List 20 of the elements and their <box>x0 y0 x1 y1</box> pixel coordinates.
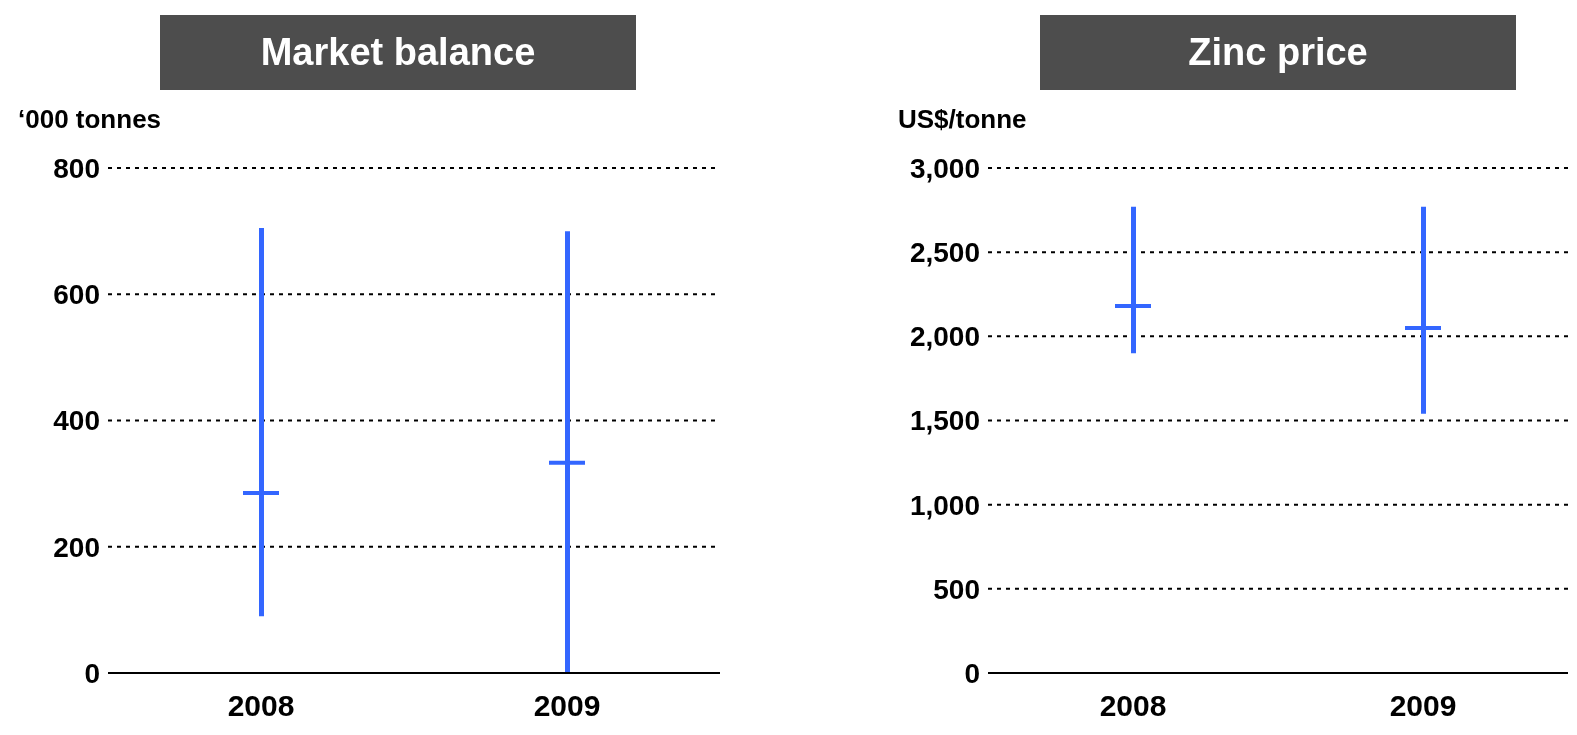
y-tick-label: 2,500 <box>909 237 980 269</box>
y-tick-label: 0 <box>964 657 980 689</box>
y-axis-title: ‘000 tonnes <box>18 104 162 135</box>
y-tick-label: 0 <box>84 657 100 689</box>
y-axis-title: US$/tonne <box>898 104 1027 135</box>
x-tick-label: 2008 <box>1099 689 1167 723</box>
x-tick-label: 2009 <box>1389 689 1457 723</box>
y-tick-label: 1,000 <box>909 489 980 521</box>
chart-title: Zinc price <box>1040 15 1516 90</box>
y-tick-label: 2,000 <box>909 321 980 353</box>
x-tick-label: 2009 <box>533 689 601 723</box>
y-tick-label: 600 <box>53 279 100 311</box>
y-tick-label: 3,000 <box>909 152 980 184</box>
y-tick-label: 200 <box>53 531 100 563</box>
y-tick-label: 800 <box>53 152 100 184</box>
x-tick-label: 2008 <box>227 689 295 723</box>
chart-title: Market balance <box>160 15 636 90</box>
y-tick-label: 500 <box>933 573 980 605</box>
y-tick-label: 1,500 <box>909 405 980 437</box>
y-tick-label: 400 <box>53 405 100 437</box>
